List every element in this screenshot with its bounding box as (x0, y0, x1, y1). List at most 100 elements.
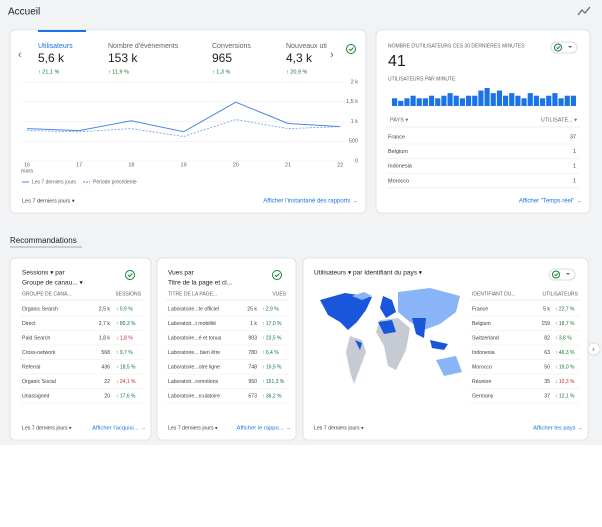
bar (459, 98, 465, 106)
row-value: 5 k (543, 306, 550, 312)
row-label: Indonesia (388, 164, 413, 170)
bar (484, 88, 490, 106)
row-change: ↓ 24,1 % (116, 379, 136, 385)
view-link[interactable]: Afficher "Temps réel" → (519, 199, 582, 205)
view-link[interactable]: Afficher le rappo... → (237, 426, 291, 432)
scroll-button[interactable] (587, 342, 601, 356)
y-tick-label: 1 k (351, 119, 359, 125)
period-selector[interactable]: Les 7 derniers jours ▾ (22, 198, 75, 204)
row-value: 22 (104, 379, 110, 385)
x-tick-label: 18 (128, 162, 134, 168)
row-value: 2,7 k (99, 321, 111, 327)
bar (564, 95, 570, 106)
bar (490, 93, 496, 106)
period-selector[interactable]: Les 7 derniers jours ▾ (168, 425, 218, 431)
bar (558, 98, 564, 106)
bar (472, 95, 478, 106)
period-selector[interactable]: Les 7 derniers jours ▾ (314, 425, 364, 431)
metric-label[interactable]: Utilisateurs (38, 43, 73, 50)
section-title: Recommandations (10, 236, 77, 245)
prev-arrow[interactable]: ‹ (18, 49, 22, 61)
x-tick-label: 22 (337, 162, 343, 168)
rec-card (9, 257, 152, 441)
row-value: 1 (573, 149, 576, 155)
row-change: ↑ 18,7 % (555, 321, 575, 327)
row-value: 568 (101, 350, 110, 356)
card-title[interactable]: Utilisateurs ▾ par Identifiant du pays ▾ (314, 270, 423, 277)
period-selector[interactable]: Les 7 derniers jours ▾ (22, 425, 72, 431)
legend-label: Les 7 derniers jours (32, 179, 76, 185)
row-value: 25 k (247, 306, 257, 312)
column-header: PAYS ▾ (390, 117, 408, 123)
y-tick-label: 2 k (351, 79, 359, 85)
row-value: 748 (248, 364, 257, 370)
metric-change: ↑ 11,9 % (108, 69, 129, 75)
row-change: ↑ 151,3 % (262, 379, 285, 385)
metric-label[interactable]: Conversions (212, 43, 251, 50)
row-label: France (388, 134, 405, 140)
card-title[interactable]: Sessions ▾ par (22, 270, 65, 277)
next-arrow[interactable]: › (330, 49, 334, 61)
x-tick-label: 19 (181, 162, 187, 168)
row-change: ↑ 17,0 % (262, 321, 282, 327)
bar (441, 95, 447, 106)
row-label: Switzerland (472, 335, 499, 341)
bar (570, 95, 576, 106)
check-icon[interactable] (346, 44, 356, 54)
row-value: 1 (573, 178, 576, 184)
row-value: 2,5 k (99, 306, 111, 312)
card-title[interactable]: Groupe de canau... ▾ (22, 280, 83, 287)
view-link[interactable]: Afficher les pays → (533, 426, 583, 432)
row-label: Cross-network (22, 350, 56, 356)
row-value: 20 (104, 393, 110, 399)
bar (447, 93, 453, 106)
row-label: Laboratoire...te officiel (168, 306, 219, 312)
view-link[interactable]: Afficher l'acquisi... → (92, 426, 146, 432)
realtime-total: 41 (388, 53, 406, 70)
check-icon[interactable] (548, 268, 576, 281)
row-label: Morocco (472, 364, 492, 370)
column-header: TITRE DE LA PAGE... (168, 291, 217, 297)
tab-indicator (38, 30, 86, 32)
y-tick-label: 500 (349, 139, 358, 145)
legend-label: Période précédente (93, 179, 137, 185)
row-value: 780 (248, 350, 257, 356)
check-icon[interactable] (550, 41, 578, 54)
y-tick-label: 0 (355, 158, 358, 164)
row-label: Direct (22, 321, 36, 327)
metric-value: 965 (212, 51, 232, 65)
x-tick-label: 16 (24, 162, 30, 168)
row-label: Organic Social (22, 379, 56, 385)
row-change: ↑ 2,9 % (262, 306, 279, 312)
card-title[interactable]: Vues par (168, 270, 195, 277)
scroll-arrow[interactable]: › (592, 345, 595, 354)
metric-change: ↑ 1,3 % (212, 69, 230, 75)
metric-change: ↑ 21,1 % (38, 69, 60, 75)
card-title[interactable]: Titre de la page et cl... (168, 280, 232, 287)
row-value: 950 (248, 379, 257, 385)
bar (515, 95, 521, 106)
bar (398, 100, 404, 106)
row-value: 436 (101, 364, 110, 370)
row-change: ↑ 9,7 % (116, 350, 133, 356)
metric-label[interactable]: Nouveaux uti (286, 43, 327, 50)
row-change: ↑ 6,4 % (262, 350, 279, 356)
check-icon[interactable] (125, 270, 135, 280)
row-label: Laboratoire...é et tonus (168, 335, 222, 341)
view-link[interactable]: Afficher l'instantané des rapports → (263, 199, 358, 205)
bar (416, 98, 422, 106)
x-tick-sublabel: mars (21, 168, 33, 174)
row-label: France (472, 306, 488, 312)
row-change: ↑ 17,6 % (116, 393, 136, 399)
realtime-title: NOMBRE D'UTILISATEURS CES 30 DERNIÈRES M… (388, 42, 525, 49)
row-label: Indonesia (472, 350, 495, 356)
metric-label[interactable]: Nombre d'événements (108, 43, 179, 50)
insights-icon[interactable] (577, 6, 591, 16)
x-tick-label: 21 (285, 162, 291, 168)
row-change: ↑ 16,5 % (262, 364, 282, 370)
row-value: 673 (248, 393, 257, 399)
bar (429, 95, 435, 106)
metric-value: 153 k (108, 51, 138, 65)
check-icon[interactable] (272, 270, 282, 280)
